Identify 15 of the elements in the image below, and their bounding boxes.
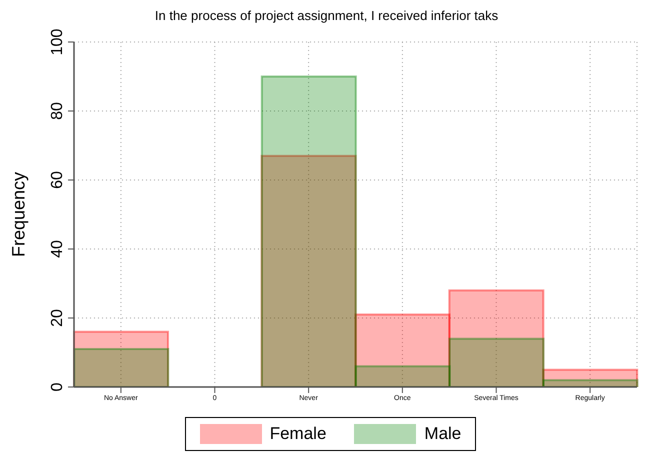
y-axis-title: Frequency [8,172,28,258]
y-tick-label: 20 [49,309,66,327]
y-tick-label: 100 [49,28,66,56]
bar [542,379,638,387]
y-tick-label: 40 [49,240,66,258]
chart-title: In the process of project assignment, I received inferior taks [154,8,500,25]
bar [260,76,357,387]
y-tick-label: 60 [49,171,66,189]
bar [448,338,544,387]
y-tick-label: 80 [49,102,66,120]
bar [73,348,170,387]
legend-label: Male [424,424,462,444]
y-tick-label: 0 [49,382,66,392]
bar [354,365,451,387]
legend-label: Female [270,424,326,444]
